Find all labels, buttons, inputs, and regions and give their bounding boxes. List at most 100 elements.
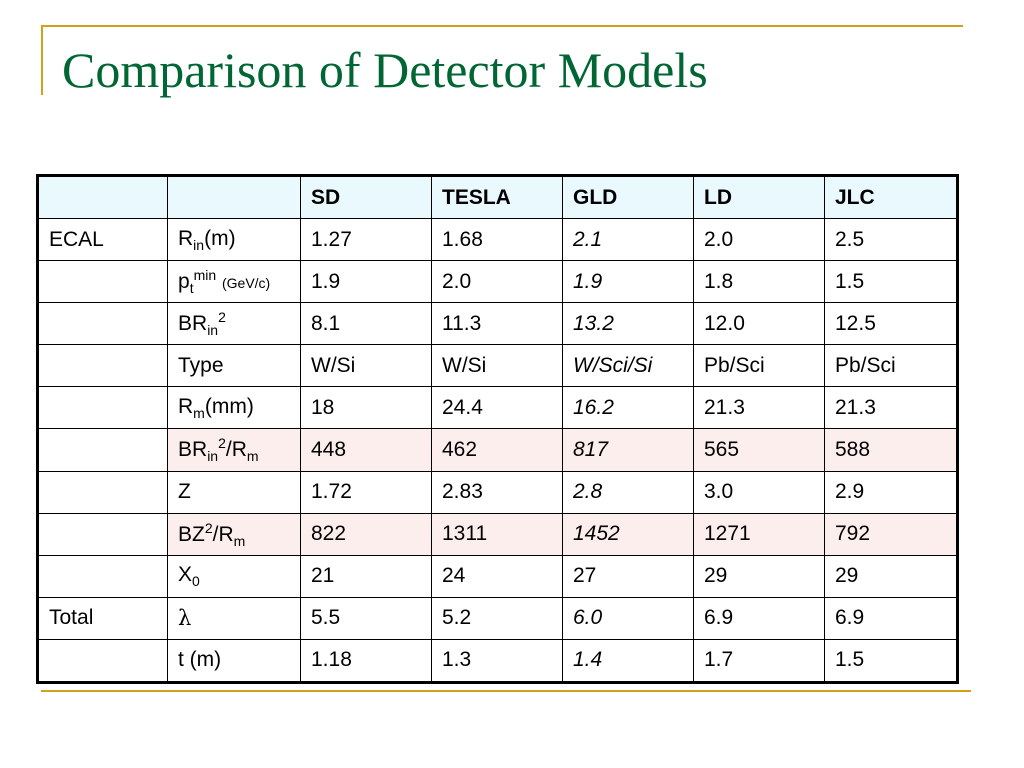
bottom-rule: [41, 690, 971, 692]
param-cell: ptmin (GeV/c): [167, 260, 301, 304]
value-sd: 21: [300, 554, 432, 598]
param-cell: X0: [167, 554, 301, 598]
table-row: ptmin (GeV/c) 1.9 2.0 1.9 1.8 1.5: [37, 260, 958, 304]
top-rule: [41, 25, 963, 27]
table-row: Z 1.72 2.83 2.8 3.0 2.9: [37, 470, 958, 514]
header-ld: LD: [693, 174, 825, 220]
param-base: λ: [178, 605, 192, 630]
value-ld: 29: [693, 554, 825, 598]
group-cell: [37, 428, 168, 472]
value-gld: 13.2: [562, 302, 694, 346]
param-cell: BZ2/Rm: [167, 512, 301, 556]
param-base: BZ: [178, 522, 205, 546]
value-sd: 1.9: [300, 260, 432, 304]
value-ld: 2.0: [693, 218, 825, 262]
table-row: X0 21 24 27 29 29: [37, 554, 958, 598]
value-sd: W/Si: [300, 344, 432, 388]
value-jlc: 792: [824, 512, 958, 556]
group-cell: ECAL: [37, 218, 168, 262]
param-cell: λ: [167, 596, 301, 640]
header-cell: [37, 174, 168, 220]
param-sub: in: [207, 448, 219, 465]
param-sub: in: [193, 236, 205, 253]
value-ld: 1.7: [693, 638, 825, 684]
value-jlc: 1.5: [824, 260, 958, 304]
value-gld: 1452: [562, 512, 694, 556]
header-row: SD TESLA GLD LD JLC: [37, 174, 958, 220]
param-sup: 2: [218, 435, 226, 452]
value-tesla: W/Si: [431, 344, 563, 388]
group-cell: [37, 470, 168, 514]
param-base: t (m): [178, 648, 222, 672]
value-sd: 18: [300, 386, 432, 430]
value-jlc: 1.5: [824, 638, 958, 684]
value-gld: 16.2: [562, 386, 694, 430]
value-gld: 2.8: [562, 470, 694, 514]
value-sd: 1.27: [300, 218, 432, 262]
group-cell: [37, 386, 168, 430]
param-tail: /R: [212, 522, 234, 546]
group-cell: [37, 638, 168, 684]
value-sd: 822: [300, 512, 432, 556]
group-cell: Total: [37, 596, 168, 640]
value-sd: 8.1: [300, 302, 432, 346]
value-sd: 1.18: [300, 638, 432, 684]
param-cell: BRin2: [167, 302, 301, 346]
param-tail: /R: [225, 438, 247, 462]
param-sup: 2: [218, 309, 226, 326]
param-sup: min: [193, 267, 217, 284]
header-jlc: JLC: [824, 174, 958, 220]
value-sd: 5.5: [300, 596, 432, 640]
value-gld: 1.4: [562, 638, 694, 684]
param-base: Type: [178, 353, 224, 377]
group-cell: [37, 512, 168, 556]
value-ld: 6.9: [693, 596, 825, 640]
table-row: Rm(mm) 18 24.4 16.2 21.3 21.3: [37, 386, 958, 430]
param-base: Z: [178, 480, 191, 504]
group-cell: [37, 554, 168, 598]
value-jlc: 29: [824, 554, 958, 598]
value-jlc: 6.9: [824, 596, 958, 640]
value-jlc: 12.5: [824, 302, 958, 346]
param-base: R: [178, 394, 194, 418]
param-base: BR: [178, 438, 208, 462]
value-tesla: 1.3: [431, 638, 563, 684]
value-tesla: 24: [431, 554, 563, 598]
value-gld: W/Sci/Si: [562, 344, 694, 388]
param-base: R: [178, 226, 194, 250]
header-cell: [167, 174, 301, 220]
param-sub: 0: [192, 573, 200, 590]
value-ld: 21.3: [693, 386, 825, 430]
param-tail: (mm): [204, 394, 254, 418]
header-gld: GLD: [562, 174, 694, 220]
param-base: BR: [178, 312, 208, 336]
header-tesla: TESLA: [431, 174, 563, 220]
value-tesla: 5.2: [431, 596, 563, 640]
value-tesla: 24.4: [431, 386, 563, 430]
group-cell: [37, 344, 168, 388]
value-ld: 12.0: [693, 302, 825, 346]
table-row: BRin2 8.1 11.3 13.2 12.0 12.5: [37, 302, 958, 346]
param-sub2: m: [246, 448, 259, 465]
comparison-table: SD TESLA GLD LD JLC ECAL Rin(m) 1.27 1.6…: [36, 174, 959, 684]
value-jlc: 21.3: [824, 386, 958, 430]
param-unit: (GeV/c): [221, 275, 271, 292]
param-sub: m: [193, 405, 205, 422]
value-tesla: 1.68: [431, 218, 563, 262]
page-title: Comparison of Detector Models: [62, 42, 708, 98]
value-ld: Pb/Sci: [693, 344, 825, 388]
table-row: t (m) 1.18 1.3 1.4 1.7 1.5: [37, 638, 958, 684]
param-cell: BRin2/Rm: [167, 428, 301, 472]
value-jlc: 2.5: [824, 218, 958, 262]
value-tesla: 2.0: [431, 260, 563, 304]
header-sd: SD: [300, 174, 432, 220]
value-jlc: Pb/Sci: [824, 344, 958, 388]
value-gld: 27: [562, 554, 694, 598]
param-sub2: m: [233, 532, 246, 549]
value-ld: 1271: [693, 512, 825, 556]
param-sub: in: [207, 322, 219, 339]
table-row: ECAL Rin(m) 1.27 1.68 2.1 2.0 2.5: [37, 218, 958, 262]
table-row: Type W/Si W/Si W/Sci/Si Pb/Sci Pb/Sci: [37, 344, 958, 388]
table-row-highlighted: BRin2/Rm 448 462 817 565 588: [37, 428, 958, 472]
param-base: p: [178, 270, 190, 294]
